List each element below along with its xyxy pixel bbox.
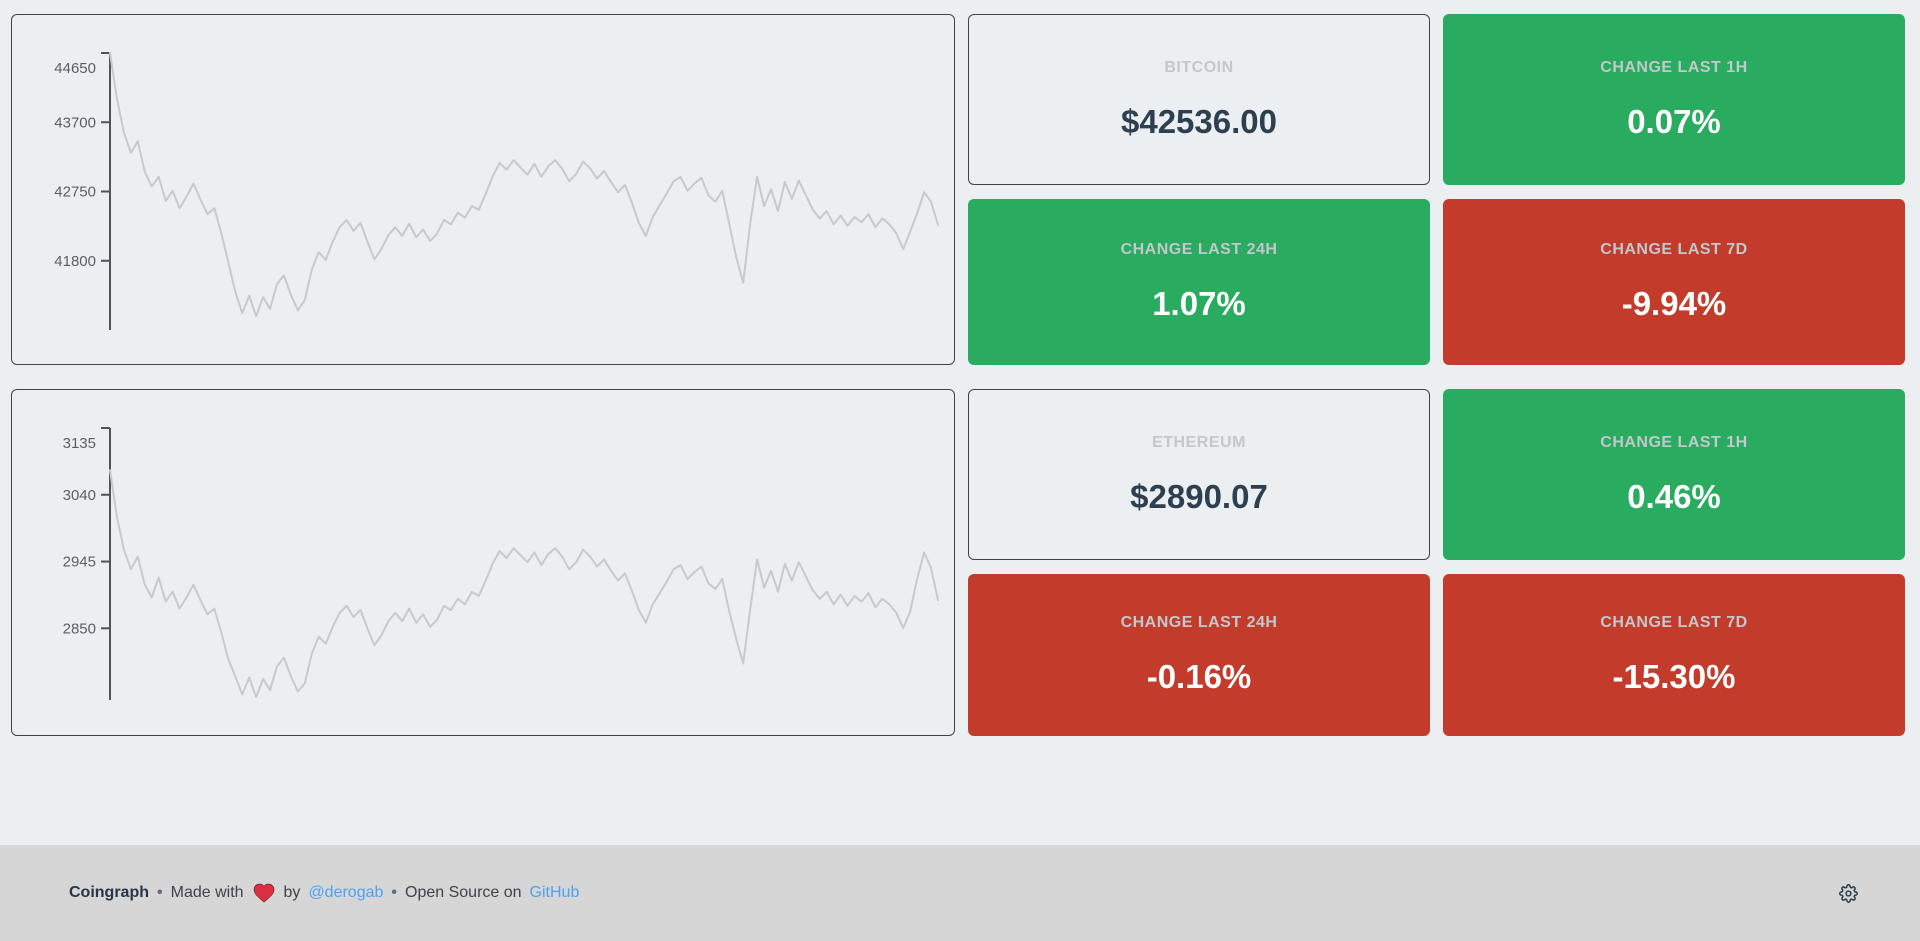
brand-name: Coingraph: [69, 884, 149, 901]
ethereum-change-24h-card: CHANGE LAST 24H -0.16%: [968, 574, 1430, 736]
bitcoin-change-7d-card: CHANGE LAST 7D -9.94%: [1443, 199, 1905, 365]
svg-text:44650: 44650: [54, 60, 96, 77]
footer-by-text: by: [283, 884, 301, 901]
bitcoin-change-7d-value: -9.94%: [1621, 285, 1727, 322]
svg-text:2945: 2945: [63, 554, 96, 571]
ethereum-change-7d-value: -15.30%: [1612, 658, 1736, 695]
svg-text:2850: 2850: [63, 620, 96, 637]
footer-separator: •: [391, 884, 398, 901]
ethereum-price-card-label: ETHEREUM: [1152, 433, 1246, 451]
bitcoin-change-7d-label: CHANGE LAST 7D: [1600, 241, 1748, 258]
ethereum-chart-panel: 3135 3040 2945 2850: [11, 389, 955, 736]
footer-made-with-text: Made with: [170, 884, 244, 901]
footer-open-source-text: Open Source on: [405, 884, 522, 901]
bitcoin-section: 44650 43700 42750 41800 BITCOIN $42536.00 C…: [11, 14, 1905, 365]
gear-icon: [1839, 883, 1858, 903]
ethereum-change-7d-card: CHANGE LAST 7D -15.30%: [1443, 574, 1905, 736]
bitcoin-change-24h-label: CHANGE LAST 24H: [1120, 241, 1278, 258]
ethereum-price-card: ETHEREUM $2890.07: [968, 389, 1430, 560]
ethereum-change-7d-label: CHANGE LAST 7D: [1600, 614, 1748, 631]
footer: Coingraph • Made with by @derogab • Open…: [0, 845, 1920, 941]
author-link[interactable]: @derogab: [308, 884, 384, 901]
ethereum-change-24h-label: CHANGE LAST 24H: [1120, 614, 1278, 631]
svg-text:3135: 3135: [63, 435, 96, 452]
dashboard-content: 44650 43700 42750 41800 BITCOIN $42536.00 C…: [11, 14, 1905, 736]
bitcoin-price-value: $42536.00: [1121, 102, 1277, 140]
bitcoin-price-card-label: BITCOIN: [1164, 58, 1234, 76]
ethereum-price-chart: 3135 3040 2945 2850: [63, 427, 939, 700]
github-link[interactable]: GitHub: [529, 884, 580, 901]
svg-text:43700: 43700: [54, 114, 96, 131]
heart-icon: [253, 883, 275, 903]
footer-credits: Coingraph • Made with by @derogab • Open…: [69, 883, 579, 903]
bitcoin-change-1h-card: CHANGE LAST 1H 0.07%: [1443, 14, 1905, 185]
bitcoin-price-chart: 44650 43700 42750 41800: [54, 52, 939, 330]
svg-text:42750: 42750: [54, 184, 96, 201]
bitcoin-change-1h-value: 0.07%: [1627, 102, 1721, 140]
footer-separator: •: [157, 884, 163, 901]
ethereum-change-1h-card: CHANGE LAST 1H 0.46%: [1443, 389, 1905, 560]
ethereum-change-1h-label: CHANGE LAST 1H: [1600, 433, 1748, 451]
ethereum-change-24h-value: -0.16%: [1146, 658, 1252, 695]
ethereum-change-1h-value: 0.46%: [1627, 477, 1721, 515]
ethereum-section: 3135 3040 2945 2850 ETHEREUM $2890.07 CHANG…: [11, 389, 1905, 736]
bitcoin-change-1h-label: CHANGE LAST 1H: [1600, 58, 1748, 76]
svg-text:3040: 3040: [63, 487, 96, 504]
bitcoin-change-24h-value: 1.07%: [1152, 285, 1246, 322]
ethereum-price-value: $2890.07: [1130, 477, 1268, 515]
svg-text:41800: 41800: [54, 253, 96, 270]
bitcoin-change-24h-card: CHANGE LAST 24H 1.07%: [968, 199, 1430, 365]
settings-button[interactable]: [1839, 883, 1858, 903]
bitcoin-chart-panel: 44650 43700 42750 41800: [11, 14, 955, 365]
bitcoin-price-card: BITCOIN $42536.00: [968, 14, 1430, 185]
